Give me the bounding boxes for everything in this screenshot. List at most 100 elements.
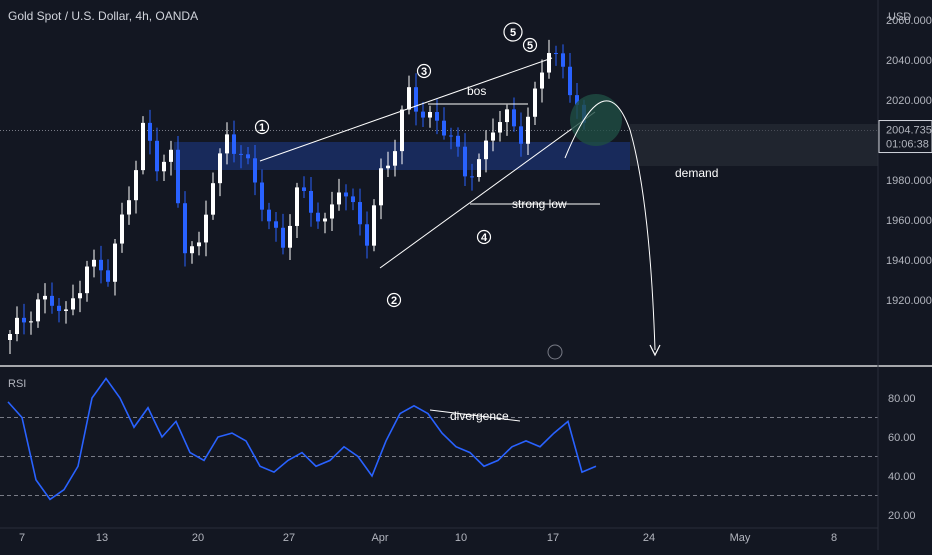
candle-body (568, 66, 572, 96)
candle-body (57, 305, 61, 311)
rsi-tick-label: 80.00 (888, 393, 916, 405)
price-tick-label: 2060.000 (886, 15, 932, 27)
candle-body (428, 112, 432, 118)
candle-body (351, 196, 355, 203)
candle-body (197, 242, 201, 247)
candle-body (274, 221, 278, 228)
candle-body (554, 53, 558, 55)
candle-body (337, 192, 341, 205)
candle-body (113, 243, 117, 282)
time-tick-label: 20 (192, 532, 204, 544)
wave-number: 2 (391, 295, 397, 307)
candle-body (379, 168, 383, 206)
time-tick-label: 27 (283, 532, 295, 544)
candle-body (519, 126, 523, 144)
candle-body (155, 140, 159, 172)
candle-body (442, 120, 446, 136)
candle-body (281, 227, 285, 248)
candle-body (183, 203, 187, 254)
candle-body (533, 88, 537, 117)
price-tag-countdown: 01:06:38 (886, 139, 929, 151)
candle-body (169, 149, 173, 162)
candle-body (267, 209, 271, 222)
rising-wedge-upper-line (259, 57, 553, 162)
time-tick-label: 24 (643, 532, 655, 544)
candle-body (64, 309, 68, 311)
candle-body (302, 187, 306, 191)
currency-label: USD (888, 11, 911, 23)
candle-body (50, 295, 54, 306)
wave-number: 5 (510, 27, 516, 39)
bos-label: bos (467, 84, 486, 98)
wave-marker (416, 63, 432, 79)
wave-marker (522, 37, 538, 53)
candle-body (505, 109, 509, 123)
candle-body (134, 170, 138, 201)
demand-label: demand (675, 166, 718, 180)
candle-body (176, 149, 180, 204)
time-tick-label: May (730, 532, 751, 544)
time-tick-label: 17 (547, 532, 559, 544)
candle-body (400, 109, 404, 152)
candle-body (85, 266, 89, 294)
candle-body (414, 87, 418, 112)
candle-body (22, 317, 26, 323)
target-circle (570, 94, 622, 146)
projection-arrowhead (649, 344, 661, 357)
wave-marker (254, 119, 270, 135)
candle-body (435, 112, 439, 121)
lightning-icon (547, 344, 563, 360)
time-tick-label: 7 (19, 532, 25, 544)
candle-body (449, 135, 453, 137)
candle-body (421, 111, 425, 118)
candle-body (29, 321, 33, 323)
candle-body (148, 122, 152, 141)
price-tick-label: 1920.000 (886, 295, 932, 307)
candle-body (246, 154, 250, 159)
candle-body (470, 176, 474, 178)
candle-body (323, 218, 327, 222)
strong-low-label: strong low (512, 197, 567, 211)
rsi-label: RSI (8, 378, 26, 390)
candle-body (141, 122, 145, 171)
candle-body (288, 225, 292, 248)
candle-body (491, 132, 495, 141)
wave-marker (503, 22, 523, 42)
candle-body (330, 204, 334, 219)
price-tag-box (878, 120, 932, 154)
candle-body (232, 134, 236, 154)
divergence-line (429, 409, 521, 422)
candle-body (239, 153, 243, 155)
candle-body (358, 202, 362, 225)
candle-body (8, 334, 12, 340)
projection-arc (564, 100, 656, 351)
demand-zone-extension (630, 124, 878, 166)
candle-body (547, 53, 551, 73)
candle-body (36, 299, 40, 322)
candle-body (393, 151, 397, 166)
candle-body (575, 95, 579, 105)
price-tick-label: 1960.000 (886, 215, 932, 227)
candle-body (407, 87, 411, 110)
candle-body (309, 190, 313, 213)
candle-body (463, 146, 467, 177)
candle-body (120, 214, 124, 244)
candle-body (316, 212, 320, 222)
candle-body (344, 192, 348, 197)
divergence-label: divergence (450, 409, 509, 423)
candle-body (484, 140, 488, 160)
candle-body (204, 214, 208, 243)
wave-marker (386, 292, 402, 308)
candle-body (498, 122, 502, 133)
candle-body (365, 224, 369, 246)
candle-body (372, 205, 376, 246)
wave-number: 1 (259, 122, 265, 134)
wave-marker (476, 229, 492, 245)
candle-body (526, 116, 530, 144)
candle-body (78, 293, 82, 299)
rsi-tick-label: 60.00 (888, 432, 916, 444)
candle-body (512, 109, 516, 127)
candle-body (253, 158, 257, 183)
